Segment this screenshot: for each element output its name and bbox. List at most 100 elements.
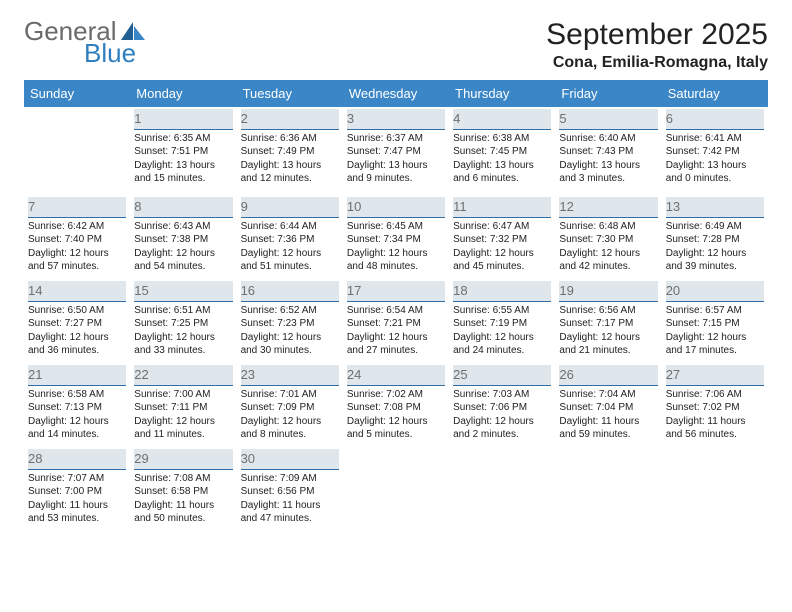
calendar-cell: 5Sunrise: 6:40 AMSunset: 7:43 PMDaylight… xyxy=(555,107,661,195)
daylight-line: Daylight: 11 hours and 53 minutes. xyxy=(28,499,126,526)
day-info: Sunrise: 6:54 AMSunset: 7:21 PMDaylight:… xyxy=(347,304,445,358)
sunrise-line: Sunrise: 6:45 AM xyxy=(347,220,445,234)
daynum-bar: 4 xyxy=(453,109,551,130)
daynum-bar: 17 xyxy=(347,281,445,302)
daylight-line: Daylight: 11 hours and 50 minutes. xyxy=(134,499,232,526)
sunset-line: Sunset: 7:27 PM xyxy=(28,317,126,331)
sunrise-line: Sunrise: 6:50 AM xyxy=(28,304,126,318)
daynum-bar: 21 xyxy=(28,365,126,386)
calendar-cell: 24 Sunrise: 7:02 AMSunset: 7:08 PMDayligh… xyxy=(343,363,449,447)
day-info: Sunrise: 6:38 AMSunset: 7:45 PMDaylight:… xyxy=(453,132,551,186)
day-number: 29 xyxy=(134,450,232,468)
sunset-line: Sunset: 7:08 PM xyxy=(347,401,445,415)
daylight-line: Daylight: 12 hours and 21 minutes. xyxy=(559,331,657,358)
day-number: 25 xyxy=(453,366,551,384)
day-info: Sunrise: 6:51 AMSunset: 7:25 PMDaylight:… xyxy=(134,304,232,358)
weekday-header: Monday xyxy=(130,80,236,107)
weekday-header: Saturday xyxy=(662,80,768,107)
daynum-bar: 23 xyxy=(241,365,339,386)
weekday-header: Tuesday xyxy=(237,80,343,107)
sunset-line: Sunset: 7:47 PM xyxy=(347,145,445,159)
calendar-cell: 26Sunrise: 7:04 AMSunset: 7:04 PMDayligh… xyxy=(555,363,661,447)
day-info: Sunrise: 7:01 AMSunset: 7:09 PMDaylight:… xyxy=(241,388,339,442)
daylight-line: Daylight: 12 hours and 24 minutes. xyxy=(453,331,551,358)
daylight-line: Daylight: 12 hours and 8 minutes. xyxy=(241,415,339,442)
daynum-bar: 6 xyxy=(666,109,764,130)
day-info: Sunrise: 6:41 AMSunset: 7:42 PMDaylight:… xyxy=(666,132,764,186)
daylight-line: Daylight: 13 hours and 12 minutes. xyxy=(241,159,339,186)
weekday-header-row: SundayMondayTuesdayWednesdayThursdayFrid… xyxy=(24,80,768,107)
sunrise-line: Sunrise: 6:54 AM xyxy=(347,304,445,318)
sunrise-line: Sunrise: 7:04 AM xyxy=(559,388,657,402)
calendar-cell: 8Sunrise: 6:43 AMSunset: 7:38 PMDaylight… xyxy=(130,195,236,279)
daylight-line: Daylight: 12 hours and 51 minutes. xyxy=(241,247,339,274)
daynum-bar: 9 xyxy=(241,197,339,218)
sunset-line: Sunset: 7:00 PM xyxy=(28,485,126,499)
sunrise-line: Sunrise: 6:44 AM xyxy=(241,220,339,234)
sunset-line: Sunset: 7:09 PM xyxy=(241,401,339,415)
calendar-cell: 13Sunrise: 6:49 AMSunset: 7:28 PMDayligh… xyxy=(662,195,768,279)
calendar-cell: 30Sunrise: 7:09 AMSunset: 6:56 PMDayligh… xyxy=(237,447,343,531)
calendar-cell xyxy=(555,447,661,531)
daynum-bar: 24 xyxy=(347,365,445,386)
day-info: Sunrise: 6:44 AMSunset: 7:36 PMDaylight:… xyxy=(241,220,339,274)
daylight-line: Daylight: 12 hours and 42 minutes. xyxy=(559,247,657,274)
day-number: 19 xyxy=(559,282,657,300)
day-info: Sunrise: 6:37 AMSunset: 7:47 PMDaylight:… xyxy=(347,132,445,186)
sunrise-line: Sunrise: 7:08 AM xyxy=(134,472,232,486)
day-number: 22 xyxy=(134,366,232,384)
day-info: Sunrise: 6:36 AMSunset: 7:49 PMDaylight:… xyxy=(241,132,339,186)
daynum-bar: 14 xyxy=(28,281,126,302)
daylight-line: Daylight: 12 hours and 30 minutes. xyxy=(241,331,339,358)
day-number: 26 xyxy=(559,366,657,384)
day-number: 21 xyxy=(28,366,126,384)
daynum-bar: 25 xyxy=(453,365,551,386)
day-number: 4 xyxy=(453,110,551,128)
day-info: Sunrise: 7:02 AMSunset: 7:08 PMDaylight:… xyxy=(347,388,445,442)
day-info: Sunrise: 6:45 AMSunset: 7:34 PMDaylight:… xyxy=(347,220,445,274)
weekday-header: Thursday xyxy=(449,80,555,107)
daylight-line: Daylight: 12 hours and 5 minutes. xyxy=(347,415,445,442)
day-number: 20 xyxy=(666,282,764,300)
day-info: Sunrise: 7:00 AMSunset: 7:11 PMDaylight:… xyxy=(134,388,232,442)
calendar-cell: 4 Sunrise: 6:38 AMSunset: 7:45 PMDaylight… xyxy=(449,107,555,195)
daylight-line: Daylight: 12 hours and 14 minutes. xyxy=(28,415,126,442)
sunrise-line: Sunrise: 7:03 AM xyxy=(453,388,551,402)
calendar-cell xyxy=(449,447,555,531)
sunset-line: Sunset: 6:56 PM xyxy=(241,485,339,499)
sunset-line: Sunset: 7:02 PM xyxy=(666,401,764,415)
daylight-line: Daylight: 12 hours and 27 minutes. xyxy=(347,331,445,358)
day-number: 15 xyxy=(134,282,232,300)
day-number: 3 xyxy=(347,110,445,128)
sunset-line: Sunset: 7:11 PM xyxy=(134,401,232,415)
sunrise-line: Sunrise: 6:36 AM xyxy=(241,132,339,146)
calendar-cell: 14Sunrise: 6:50 AMSunset: 7:27 PMDayligh… xyxy=(24,279,130,363)
daylight-line: Daylight: 12 hours and 45 minutes. xyxy=(453,247,551,274)
calendar-page: General Blue September 2025 Cona, Emilia… xyxy=(0,0,792,612)
daynum-bar: 3 xyxy=(347,109,445,130)
day-number: 24 xyxy=(347,366,445,384)
daynum-bar: 22 xyxy=(134,365,232,386)
calendar-cell xyxy=(662,447,768,531)
sunrise-line: Sunrise: 6:48 AM xyxy=(559,220,657,234)
weekday-header: Wednesday xyxy=(343,80,449,107)
day-info: Sunrise: 6:43 AMSunset: 7:38 PMDaylight:… xyxy=(134,220,232,274)
calendar-cell: 11Sunrise: 6:47 AMSunset: 7:32 PMDayligh… xyxy=(449,195,555,279)
day-number: 1 xyxy=(134,110,232,128)
calendar-cell: 22 Sunrise: 7:00 AMSunset: 7:11 PMDayligh… xyxy=(130,363,236,447)
daynum-bar: 29 xyxy=(134,449,232,470)
daylight-line: Daylight: 13 hours and 0 minutes. xyxy=(666,159,764,186)
daynum-bar: 2 xyxy=(241,109,339,130)
sunset-line: Sunset: 7:36 PM xyxy=(241,233,339,247)
sunset-line: Sunset: 7:34 PM xyxy=(347,233,445,247)
day-info: Sunrise: 6:56 AMSunset: 7:17 PMDaylight:… xyxy=(559,304,657,358)
daynum-bar: 8 xyxy=(134,197,232,218)
calendar-cell: 29Sunrise: 7:08 AMSunset: 6:58 PMDayligh… xyxy=(130,447,236,531)
sunrise-line: Sunrise: 6:41 AM xyxy=(666,132,764,146)
day-info: Sunrise: 7:09 AMSunset: 6:56 PMDaylight:… xyxy=(241,472,339,526)
daynum-bar: 11 xyxy=(453,197,551,218)
daylight-line: Daylight: 11 hours and 47 minutes. xyxy=(241,499,339,526)
sunrise-line: Sunrise: 6:43 AM xyxy=(134,220,232,234)
daylight-line: Daylight: 12 hours and 17 minutes. xyxy=(666,331,764,358)
sunset-line: Sunset: 7:30 PM xyxy=(559,233,657,247)
